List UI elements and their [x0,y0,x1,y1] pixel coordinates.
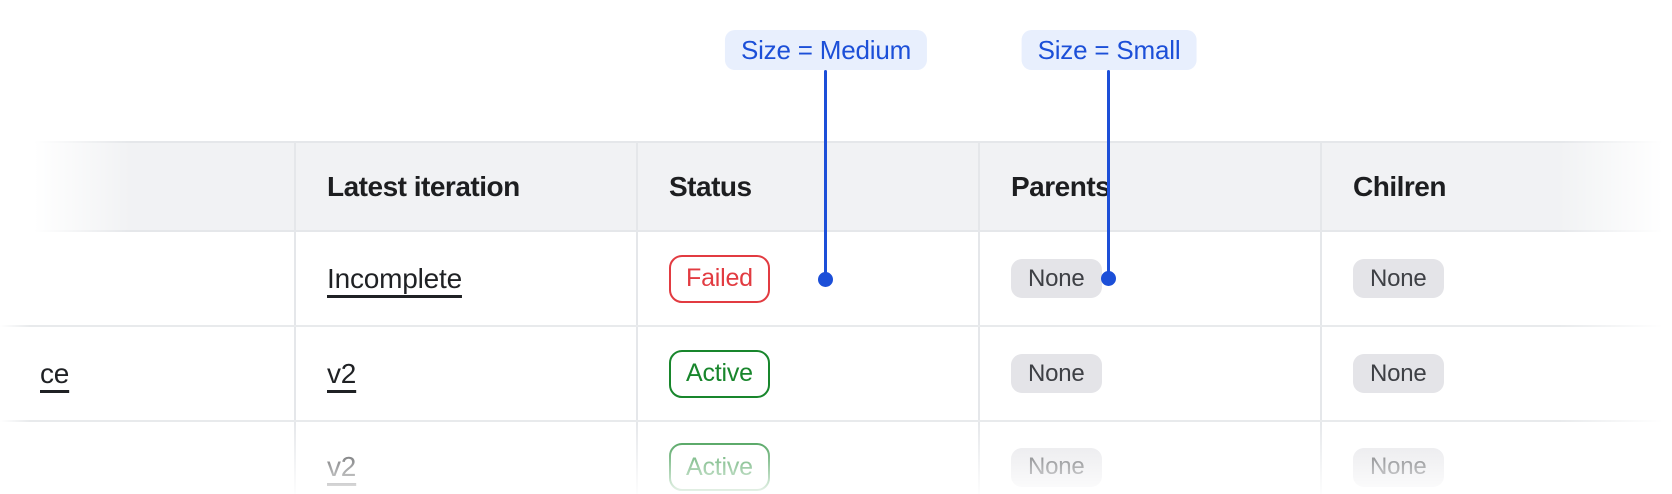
cell-children: None [1322,232,1672,325]
header-cell-latest-iteration: Latest iteration [296,143,638,230]
cell-name [0,232,296,325]
iteration-link[interactable]: v2 [327,357,357,389]
cell-name: ce [0,327,296,420]
cell-parents: None [980,327,1322,420]
iterations-table: Latest iteration Status Parents Chilren … [0,141,1672,494]
cell-status: Active [638,422,980,494]
parents-none-chip: None [1011,354,1102,393]
header-cell-children: Chilren [1322,143,1672,230]
header-cell-name [0,143,296,230]
header-cell-parents: Parents [980,143,1322,230]
cell-status: Active [638,327,980,420]
cell-status: Failed [638,232,980,325]
cell-latest-iteration: Incomplete [296,232,638,325]
table-row: ce v2 Active None None [0,327,1672,422]
cell-name [0,422,296,494]
cell-parents: None [980,422,1322,494]
table-row: v2 Active None None [0,422,1672,494]
name-link-truncated[interactable]: ce [40,357,70,389]
cell-latest-iteration: v2 [296,422,638,494]
status-badge-active: Active [669,349,770,398]
cell-latest-iteration: v2 [296,327,638,420]
annotation-pill-size-small: Size = Small [1021,30,1197,70]
cell-children: None [1322,422,1672,494]
status-badge-failed: Failed [669,254,770,303]
table-row: Incomplete Failed None None [0,232,1672,327]
header-cell-status: Status [638,143,980,230]
parents-none-chip: None [1011,447,1102,487]
status-badge-active: Active [669,443,770,491]
children-none-chip: None [1353,447,1444,487]
cell-children: None [1322,327,1672,420]
parents-none-chip: None [1011,259,1102,298]
iteration-link[interactable]: v2 [327,451,357,482]
children-none-chip: None [1353,259,1444,298]
children-none-chip: None [1353,354,1444,393]
table-header-row: Latest iteration Status Parents Chilren [0,141,1672,232]
cell-parents: None [980,232,1322,325]
iteration-link[interactable]: Incomplete [327,262,462,294]
annotation-pill-size-medium: Size = Medium [724,30,928,70]
